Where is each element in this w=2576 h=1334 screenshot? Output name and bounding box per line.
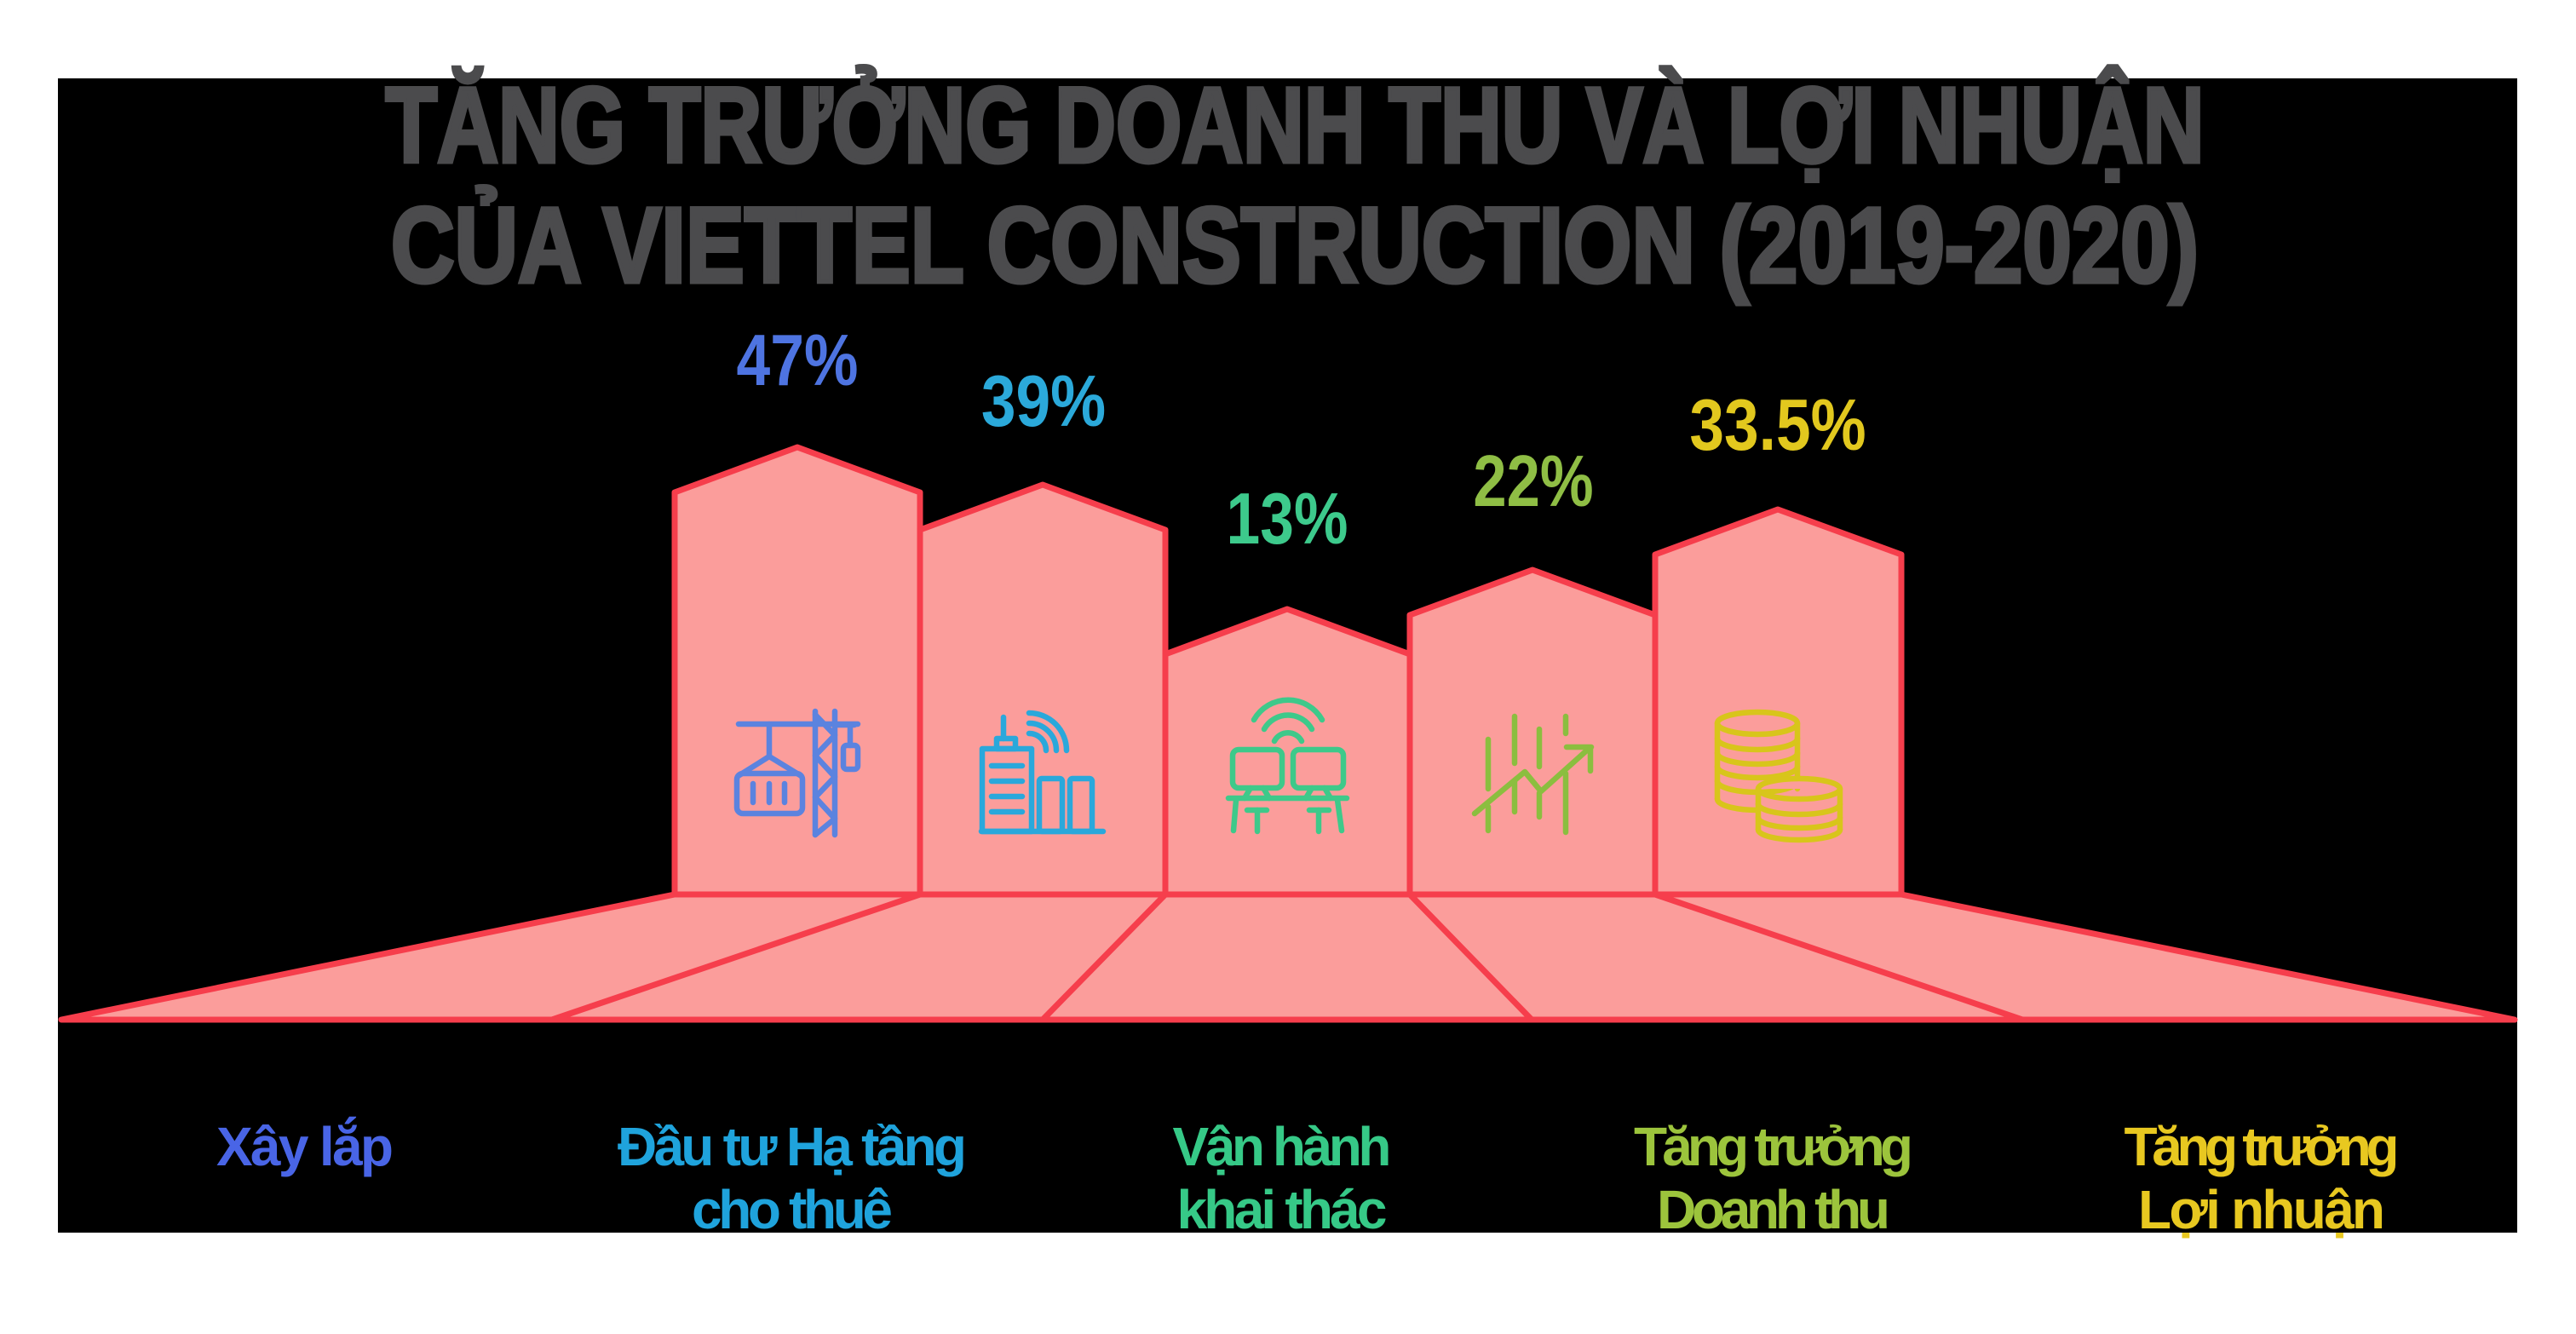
svg-text:Đầu tư Hạ tầng: Đầu tư Hạ tầng [618,1116,967,1177]
svg-text:cho thuê: cho thuê [692,1179,893,1240]
svg-text:22%: 22% [1473,440,1593,522]
svg-text:Tăng trưởng: Tăng trưởng [1634,1116,1913,1177]
svg-text:33.5%: 33.5% [1689,384,1866,465]
svg-text:khai thác: khai thác [1177,1179,1388,1240]
svg-text:Xây lắp: Xây lắp [216,1116,394,1177]
svg-text:TĂNG TRƯỞNG DOANH THU VÀ LỢI N: TĂNG TRƯỞNG DOANH THU VÀ LỢI NHUẬN [386,66,2205,185]
svg-text:47%: 47% [737,319,859,400]
svg-text:39%: 39% [981,360,1106,441]
svg-text:Vận hành: Vận hành [1173,1116,1392,1177]
svg-text:CỦA VIETTEL CONSTRUCTION (2019: CỦA VIETTEL CONSTRUCTION (2019-2020) [391,187,2199,305]
svg-text:13%: 13% [1227,478,1348,559]
svg-text:Lợi nhuận: Lợi nhuận [2138,1179,2385,1240]
svg-text:Doanh thu: Doanh thu [1657,1179,1890,1240]
svg-text:Tăng trưởng: Tăng trưởng [2125,1116,2400,1177]
